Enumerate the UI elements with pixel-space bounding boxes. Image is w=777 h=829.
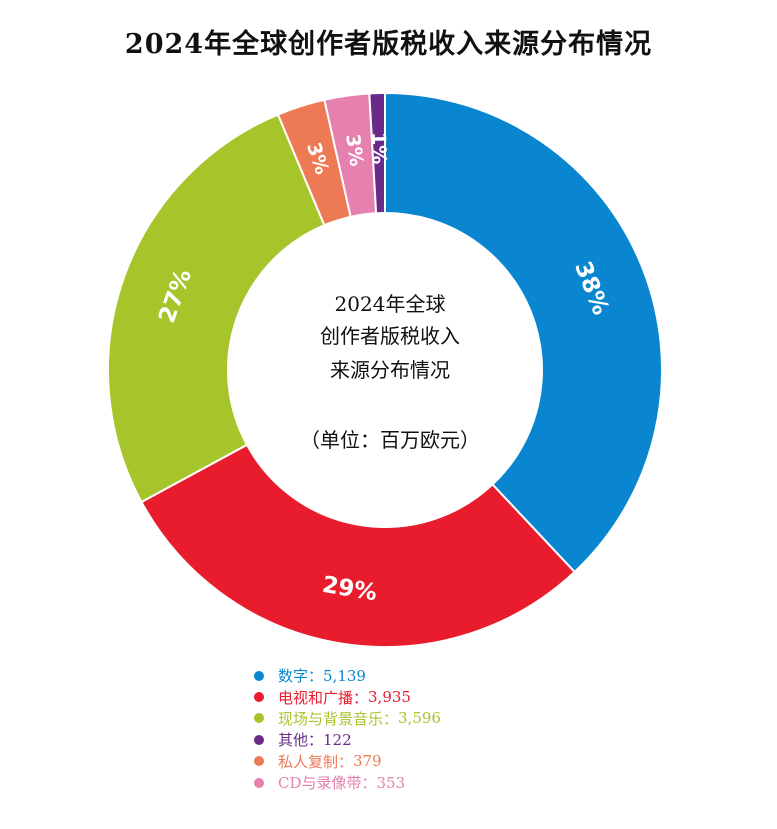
legend-label-1: 电视和广播： — [278, 688, 369, 707]
chart-title: 2024年全球创作者版税收入来源分布情况 — [124, 29, 653, 60]
center-text-line-1: 2024年全球 — [334, 292, 446, 316]
legend-label-5: CD与录像带： — [278, 774, 377, 793]
legend-item-4: 私人复制： 379 — [254, 751, 674, 772]
legend-marker-3 — [254, 734, 264, 745]
legend-item-0: 数字： 5,139 — [254, 665, 674, 686]
slice-label-5: 1% — [367, 132, 390, 165]
legend-marker-1 — [254, 692, 264, 703]
slice-2 — [107, 113, 326, 504]
legend-marker-5 — [254, 777, 264, 788]
legend-value-0: 5,139 — [323, 666, 366, 685]
legend-value-1: 3,935 — [368, 688, 411, 707]
legend-marker-4 — [254, 756, 264, 767]
legend-label-3: 其他： — [278, 731, 324, 750]
legend-item-5: CD与录像带： 353 — [254, 772, 674, 793]
legend-value-4: 379 — [353, 752, 382, 771]
legend-label-2: 现场与背景音乐： — [278, 709, 399, 728]
legend-value-2: 3,596 — [398, 709, 441, 728]
slice-5 — [368, 91, 386, 215]
slice-label-4: 3% — [341, 133, 367, 168]
legend-item-2: 现场与背景音乐： 3,596 — [254, 708, 674, 729]
chart-legend: 数字： 5,139 电视和广播： 3,935 现场与背景音乐： 3,596 其他： 122 私人… — [254, 665, 674, 793]
legend-item-1: 电视和广播： 3,935 — [254, 686, 674, 707]
legend-marker-2 — [254, 713, 264, 724]
legend-label-4: 私人复制： — [278, 752, 354, 771]
legend-item-3: 其他： 122 — [254, 729, 674, 750]
center-text-line-3: 来源分布情况 — [330, 358, 450, 382]
center-unit-text: （单位：百万欧元） — [300, 428, 480, 452]
legend-value-5: 353 — [376, 773, 406, 792]
legend-value-3: 122 — [323, 730, 352, 749]
slice-1 — [140, 443, 577, 648]
legend-label-0: 数字： — [278, 667, 324, 686]
legend-marker-0 — [254, 670, 264, 681]
center-text-line-2: 创作者版税收入 — [320, 324, 460, 348]
slice-0 — [384, 91, 663, 574]
